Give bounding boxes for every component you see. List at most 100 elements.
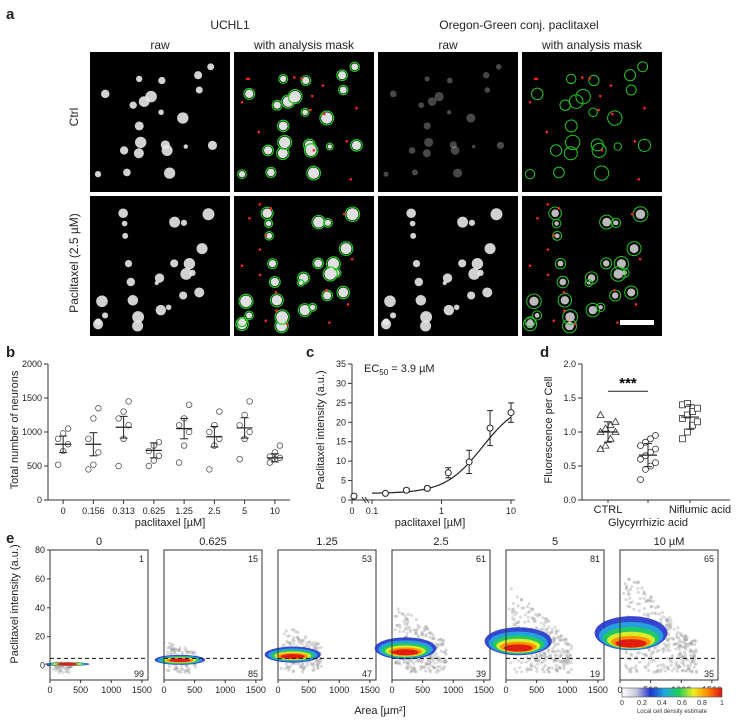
density-point — [53, 665, 58, 670]
density-point — [439, 643, 444, 647]
density-point — [177, 648, 181, 652]
density-point — [170, 647, 175, 651]
density-point — [526, 610, 530, 614]
y-tick-label: 1000 — [22, 427, 42, 437]
density-point — [172, 649, 176, 653]
density-point — [441, 638, 446, 643]
density-point — [169, 651, 173, 655]
mask-outline — [269, 293, 284, 308]
mask-outline — [277, 134, 293, 150]
density-point — [630, 585, 634, 589]
density-point — [683, 650, 687, 654]
density-point — [430, 656, 434, 660]
density-point — [408, 628, 412, 632]
data-point — [206, 466, 213, 473]
density-point — [683, 669, 687, 673]
x-tick-label: 1500 — [132, 685, 152, 695]
data-point — [350, 492, 358, 500]
cell-body — [202, 208, 215, 221]
mask-outline — [591, 142, 607, 158]
density-point — [420, 632, 424, 637]
mask-outline — [236, 316, 248, 328]
colorbar — [621, 687, 723, 698]
density-point — [300, 638, 304, 642]
density-point — [432, 665, 436, 669]
density-layer — [615, 639, 647, 648]
cell-body — [338, 287, 349, 298]
density-point — [667, 643, 671, 647]
mask-outline — [595, 302, 606, 313]
density-point — [645, 599, 649, 603]
mask-outline — [557, 293, 573, 308]
density-point — [304, 641, 309, 645]
mask-outline — [637, 138, 652, 152]
density-point — [690, 669, 694, 673]
density-point — [641, 652, 645, 656]
density-point — [680, 633, 684, 638]
y-tick-label: 2000 — [22, 359, 42, 369]
density-point — [532, 664, 536, 668]
density-point — [185, 669, 189, 674]
mask-outline — [278, 73, 289, 84]
density-point — [688, 663, 692, 667]
mask-outline — [319, 110, 335, 126]
density-point — [638, 597, 642, 601]
density-point — [554, 642, 558, 646]
density-point — [564, 661, 568, 665]
density-point — [180, 650, 184, 655]
cell-body — [327, 144, 332, 149]
mask-outline — [610, 217, 622, 228]
y-tick-label: 2.0 — [563, 359, 576, 369]
mask-outline — [322, 266, 338, 282]
density-point — [427, 662, 432, 666]
density-point — [414, 632, 419, 636]
density-point — [519, 597, 524, 602]
excluded-marker — [609, 84, 613, 87]
density-point — [283, 666, 287, 671]
density-point — [666, 618, 670, 622]
cell-body — [420, 311, 433, 323]
density-point — [694, 649, 698, 654]
density-point — [527, 658, 531, 662]
panel-e-title: 10 µM — [654, 536, 685, 548]
density-point — [513, 667, 517, 671]
density-point — [427, 666, 431, 670]
density-point — [67, 666, 71, 671]
density-point — [405, 617, 409, 621]
excluded-marker — [258, 248, 262, 251]
cell-body — [136, 75, 143, 83]
x-tick-label: 0 — [61, 506, 66, 516]
density-point — [57, 666, 61, 670]
density-point — [653, 646, 657, 650]
mask-outline — [350, 138, 363, 152]
density-point — [405, 662, 409, 666]
density-point — [407, 659, 412, 663]
cell-body — [180, 268, 193, 280]
x-tick-label: 1500 — [588, 685, 608, 695]
density-point — [687, 667, 691, 671]
cell-body — [307, 167, 320, 179]
density-point — [546, 649, 551, 654]
density-point — [173, 650, 177, 654]
density-point — [529, 668, 533, 672]
density-point — [644, 599, 648, 604]
density-point — [406, 665, 410, 669]
density-point — [179, 670, 183, 674]
density-point — [558, 666, 562, 670]
density-point — [433, 654, 437, 658]
density-point — [664, 644, 668, 648]
density-point — [676, 666, 680, 671]
density-point — [666, 667, 670, 671]
density-point — [439, 649, 443, 653]
mask-outline — [532, 310, 543, 321]
density-point — [692, 665, 696, 669]
density-point — [548, 656, 553, 660]
density-point — [566, 660, 570, 664]
mask-outline — [300, 107, 310, 117]
density-point — [308, 640, 312, 644]
cell-body — [468, 219, 476, 226]
density-point — [565, 649, 569, 653]
data-point — [150, 457, 158, 464]
density-point — [407, 662, 411, 667]
data-point — [54, 461, 62, 468]
